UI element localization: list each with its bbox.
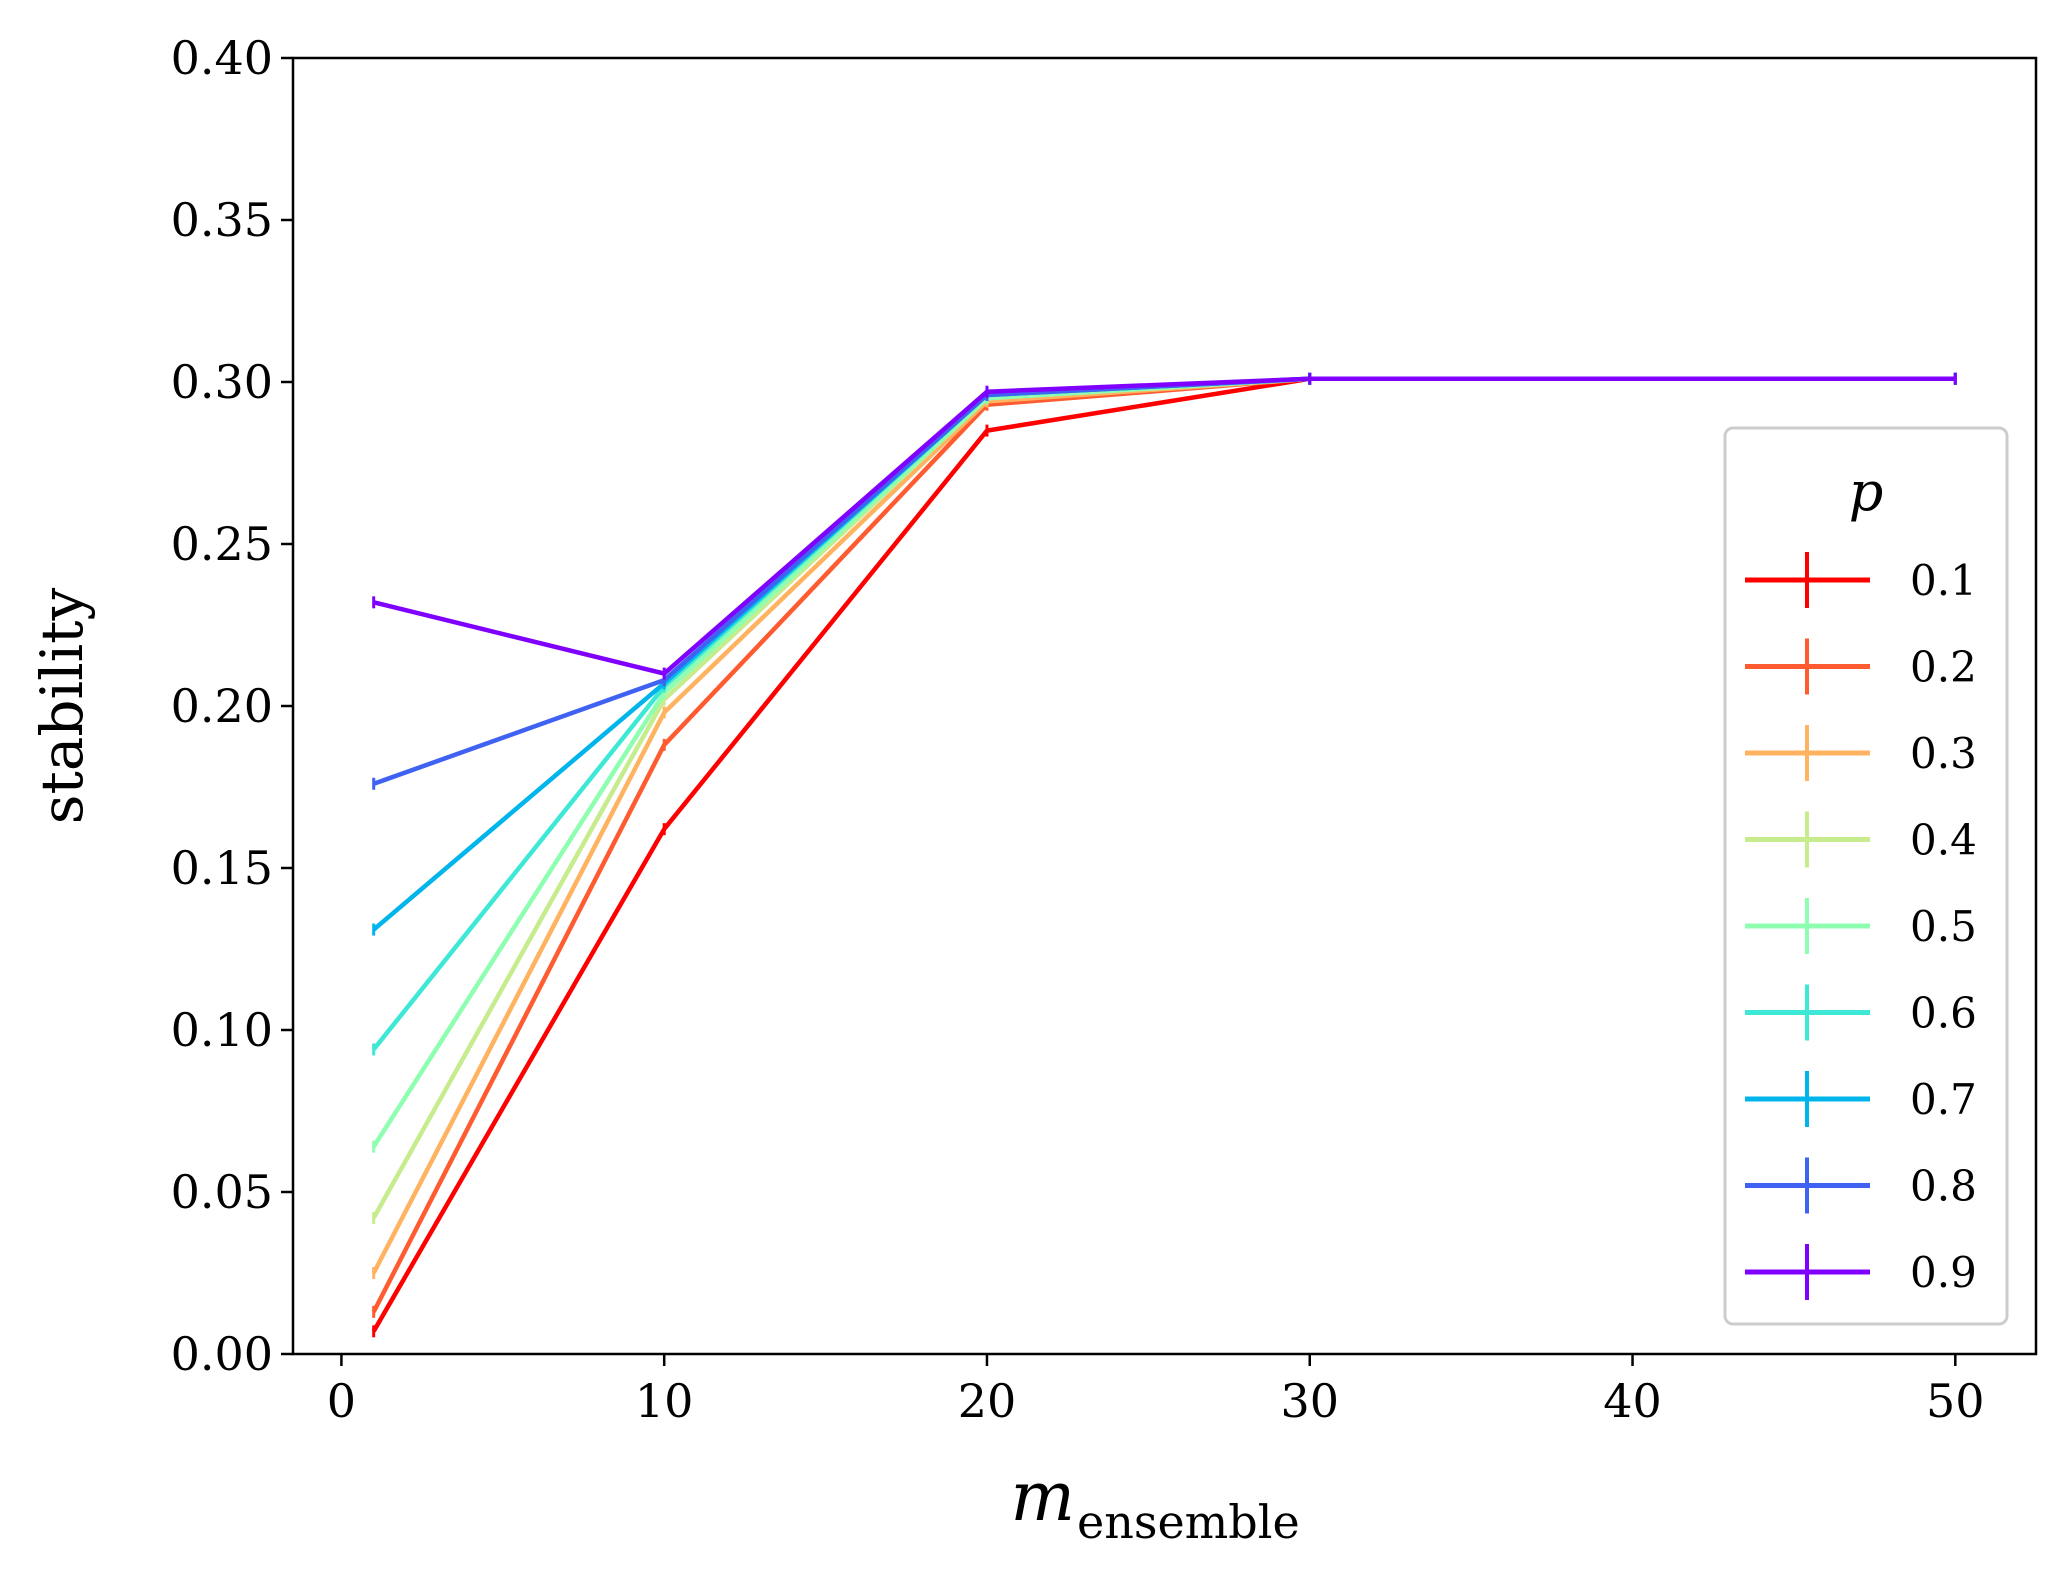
y-tick-label: 0.20 [171,679,273,733]
y-tick-label: 0.15 [171,841,273,895]
legend-label: 0.2 [1910,643,1977,692]
legend-entry: 0.1 [1745,552,1977,608]
x-axis: 0 10 20 30 40 50 [327,1354,1985,1428]
y-tick-label: 0.00 [171,1327,273,1381]
x-axis-label-subscript: ensemble [1077,1495,1300,1549]
x-axis-label: m ensemble [1011,1458,1300,1549]
x-tick-label: 0 [327,1374,356,1428]
legend-label: 0.5 [1910,902,1977,951]
legend-entry: 0.4 [1745,811,1977,868]
legend-label: 0.9 [1910,1248,1977,1297]
x-tick-label: 50 [1926,1374,1985,1428]
legend-label: 0.1 [1910,556,1977,605]
y-tick-label: 0.05 [171,1165,273,1219]
legend-label: 0.7 [1910,1075,1977,1124]
y-tick-label: 0.30 [171,355,273,409]
y-tick-label: 0.40 [171,31,273,85]
series-lines [371,372,1957,1338]
legend-label: 0.8 [1910,1162,1977,1211]
legend-label: 0.3 [1910,729,1977,778]
legend-entries: 0.1 0.2 0.3 0.4 0.5 0.6 0.7 0.8 0.9 [1745,552,1977,1300]
legend-label: 0.6 [1910,989,1977,1038]
legend: p 0.1 0.2 0.3 0.4 0.5 0.6 0.7 0.8 0.9 [1723,426,2009,1326]
legend-entry: 0.5 [1745,898,1977,954]
legend-entry: 0.3 [1745,725,1977,781]
legend-label: 0.4 [1910,816,1977,865]
legend-entry: 0.9 [1745,1244,1977,1300]
x-tick-label: 20 [958,1374,1017,1428]
legend-entry: 0.7 [1745,1071,1977,1127]
x-axis-label-main: m [1011,1458,1075,1537]
y-tick-label: 0.10 [171,1003,273,1057]
legend-entry: 0.6 [1745,984,1977,1041]
legend-entry: 0.2 [1745,638,1977,695]
y-tick-label: 0.35 [171,193,273,247]
y-axis-label: stability [28,588,96,825]
legend-entry: 0.8 [1745,1157,1977,1214]
legend-title: p [1849,460,1884,523]
y-axis: 0.00 0.05 0.10 0.15 0.20 0.25 0.30 0.35 0.40 [171,31,293,1381]
x-tick-label: 30 [1280,1374,1339,1428]
y-tick-label: 0.25 [171,517,273,571]
x-tick-label: 10 [635,1374,694,1428]
x-tick-label: 40 [1603,1374,1662,1428]
